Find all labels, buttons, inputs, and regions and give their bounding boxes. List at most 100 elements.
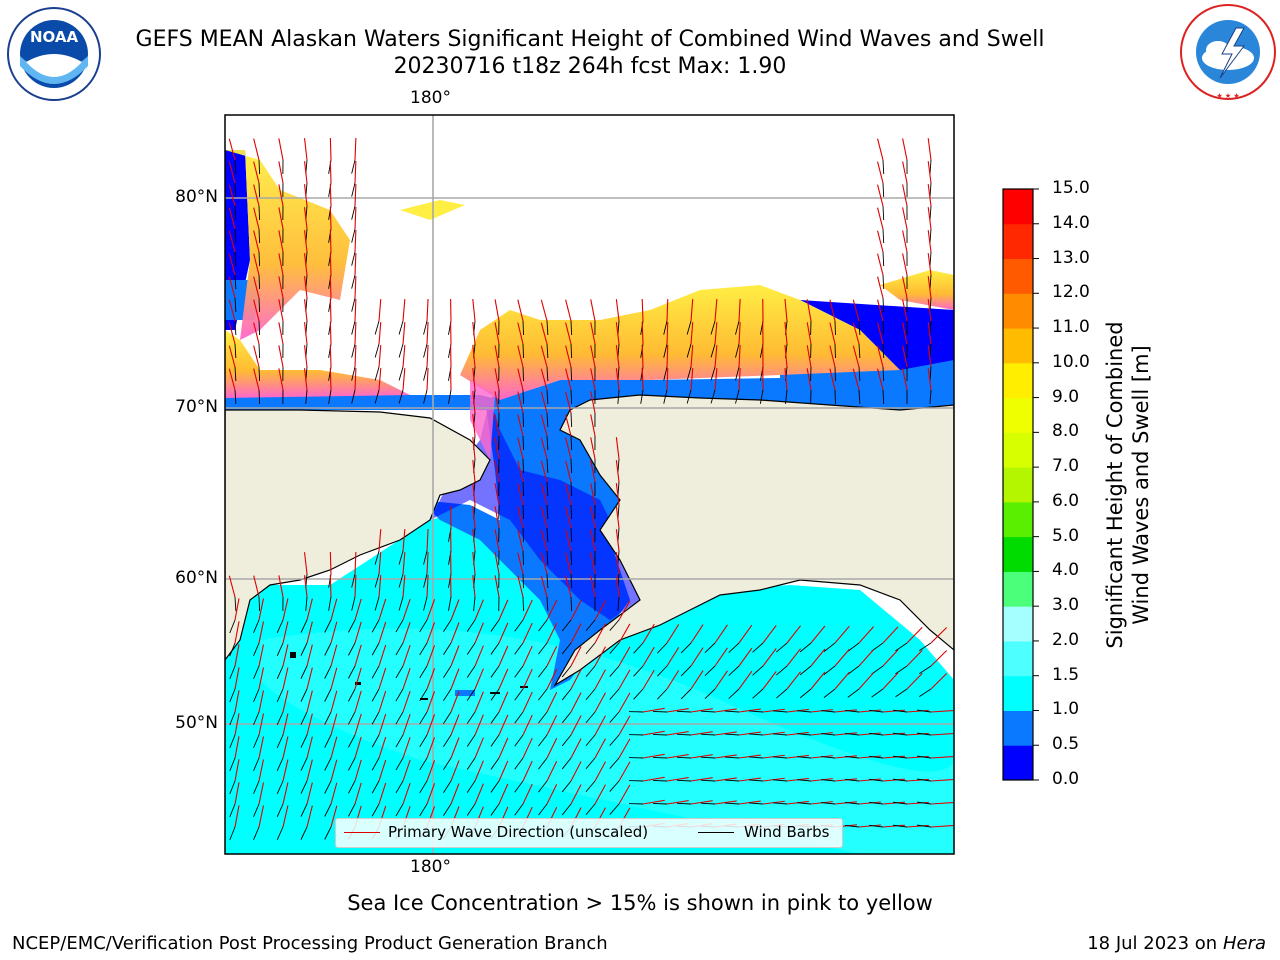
- wave-direction-arrow: [858, 649, 875, 667]
- wave-direction-arrow: [930, 779, 953, 782]
- colorbar-tick-label: 6.0: [1052, 490, 1080, 511]
- wind-barb: [609, 757, 620, 769]
- wind-barb: [570, 527, 573, 543]
- wave-direction-arrow: [354, 344, 357, 368]
- wave-direction-arrow: [540, 575, 548, 598]
- wind-barb: [348, 803, 356, 817]
- wave-direction-arrow: [306, 598, 313, 621]
- wind-barb: [700, 733, 716, 736]
- wind-barb: [735, 389, 740, 404]
- wind-barb: [929, 389, 932, 404]
- wind-barb: [395, 803, 404, 817]
- wave-direction-arrow: [858, 672, 875, 690]
- wind-barb: [561, 665, 572, 678]
- wind-barb: [443, 780, 452, 794]
- wind-barb: [538, 780, 548, 793]
- wave-direction-arrow: [877, 276, 884, 299]
- wind-barb: [374, 389, 380, 404]
- wave-direction-arrow: [517, 552, 524, 575]
- wind-barb: [419, 665, 428, 679]
- wind-barb: [443, 711, 452, 725]
- wave-direction-arrow: [565, 506, 572, 529]
- wave-direction-arrow: [594, 715, 606, 736]
- lat-label-50n: 50°N: [175, 713, 218, 733]
- wind-barb: [752, 688, 764, 699]
- wind-barb: [776, 688, 788, 699]
- wind-barb: [858, 343, 861, 359]
- wind-barb: [473, 596, 476, 611]
- wave-direction-arrow: [590, 299, 596, 322]
- wave-direction-arrow: [378, 575, 382, 598]
- wave-direction-arrow: [278, 184, 284, 207]
- wave-direction-arrow: [426, 760, 436, 782]
- wind-barb: [893, 709, 908, 713]
- colorbar-segment: [1003, 189, 1033, 225]
- wave-direction-arrow: [902, 322, 908, 345]
- wind-barb: [351, 159, 356, 174]
- wind-barb: [561, 803, 572, 816]
- wind-barb: [663, 343, 668, 358]
- wave-direction-arrow: [354, 298, 357, 322]
- wind-barb: [895, 688, 908, 698]
- wave-direction-arrow: [882, 649, 899, 667]
- wind-barb: [686, 343, 692, 358]
- wave-direction-arrow: [738, 647, 753, 667]
- wave-direction-arrow: [498, 760, 509, 782]
- wave-direction-arrow: [282, 667, 289, 690]
- wave-direction-arrow: [378, 345, 382, 368]
- wind-barb: [395, 688, 404, 702]
- wave-direction-arrow: [258, 782, 264, 805]
- wave-direction-arrow: [618, 692, 631, 713]
- wave-direction-arrow: [329, 160, 332, 184]
- wind-barb: [466, 734, 476, 747]
- wave-direction-arrow: [378, 529, 382, 552]
- wave-direction-arrow: [738, 368, 741, 391]
- wave-direction-arrow: [565, 575, 572, 598]
- wave-direction-arrow: [522, 691, 533, 713]
- wave-direction-arrow: [858, 732, 881, 736]
- wave-direction-arrow: [690, 754, 713, 759]
- wave-direction-arrow: [498, 691, 509, 713]
- wave-direction-arrow: [426, 528, 429, 552]
- wave-direction-arrow: [450, 714, 460, 736]
- wind-barb: [276, 734, 284, 748]
- wave-direction-arrow: [565, 460, 572, 483]
- colorbar-segment: [1003, 328, 1033, 364]
- wind-barb: [821, 802, 836, 805]
- wind-barb: [490, 642, 500, 655]
- wave-direction-arrow: [930, 710, 953, 713]
- wind-barb: [300, 803, 308, 817]
- wave-direction-arrow: [540, 391, 548, 414]
- wave-direction-arrow: [282, 759, 289, 782]
- wind-barb: [570, 481, 573, 497]
- wave-direction-arrow: [522, 783, 533, 805]
- wave-direction-arrow: [330, 805, 338, 828]
- wave-direction-arrow: [594, 692, 606, 713]
- wave-direction-arrow: [354, 275, 357, 299]
- wind-barb: [869, 824, 884, 828]
- wave-direction-arrow: [354, 551, 357, 575]
- wave-direction-arrow: [329, 252, 332, 276]
- map-gridlines: [225, 115, 954, 854]
- wave-direction-arrow: [784, 345, 788, 368]
- wind-barb: [324, 642, 332, 656]
- wave-direction-arrow: [494, 437, 500, 460]
- wind-barb: [351, 251, 356, 266]
- wind-barb: [570, 550, 573, 566]
- wind-barb: [929, 343, 932, 358]
- wave-direction-arrow: [641, 298, 644, 322]
- wind-barb: [514, 642, 524, 655]
- wind-barb: [234, 343, 237, 359]
- wind-barb: [258, 228, 261, 244]
- wind-barb: [258, 343, 261, 359]
- wave-direction-arrow: [852, 299, 860, 322]
- wave-direction-arrow: [278, 253, 284, 276]
- wind-barb: [229, 711, 236, 726]
- wind-barb: [522, 320, 524, 336]
- wave-direction-arrow: [402, 760, 411, 782]
- wind-barb: [570, 320, 573, 336]
- wave-direction-arrow: [354, 367, 357, 391]
- wave-direction-arrow: [450, 622, 460, 644]
- wave-direction-arrow: [690, 345, 694, 368]
- wave-direction-arrow: [618, 600, 631, 621]
